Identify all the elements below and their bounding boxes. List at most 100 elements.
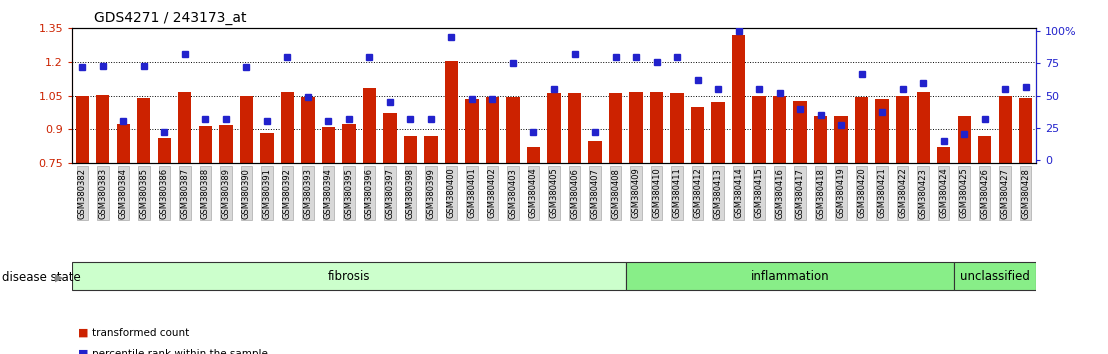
Text: GSM380385: GSM380385 xyxy=(140,168,148,219)
FancyBboxPatch shape xyxy=(72,262,626,290)
Text: GSM380389: GSM380389 xyxy=(222,168,230,219)
Bar xyxy=(178,92,192,163)
Bar xyxy=(444,61,458,163)
Bar xyxy=(711,102,725,163)
Text: GSM380411: GSM380411 xyxy=(673,168,681,218)
Text: GSM380390: GSM380390 xyxy=(242,168,250,218)
Text: GSM380413: GSM380413 xyxy=(714,168,722,218)
Bar xyxy=(465,99,479,163)
Text: GSM380427: GSM380427 xyxy=(1001,168,1009,218)
Text: disease state: disease state xyxy=(2,272,81,284)
Text: GSM380416: GSM380416 xyxy=(776,168,784,218)
Text: GSM380414: GSM380414 xyxy=(735,168,743,218)
Text: GSM380391: GSM380391 xyxy=(263,168,271,218)
Bar xyxy=(403,136,417,163)
Bar xyxy=(280,92,294,163)
Bar xyxy=(219,125,233,163)
Bar xyxy=(301,97,315,163)
Text: fibrosis: fibrosis xyxy=(328,270,370,282)
Bar xyxy=(609,93,623,163)
Bar xyxy=(998,96,1012,163)
Text: GSM380417: GSM380417 xyxy=(796,168,804,218)
Text: GSM380420: GSM380420 xyxy=(858,168,866,218)
Text: GSM380402: GSM380402 xyxy=(488,168,497,218)
Bar xyxy=(362,88,376,163)
Text: GSM380415: GSM380415 xyxy=(755,168,763,218)
Bar xyxy=(485,97,499,163)
Bar xyxy=(916,92,930,163)
Bar xyxy=(1019,98,1033,163)
Text: GSM380409: GSM380409 xyxy=(632,168,640,218)
Bar xyxy=(691,107,705,163)
Text: GSM380401: GSM380401 xyxy=(468,168,476,218)
Text: inflammation: inflammation xyxy=(750,270,829,282)
Bar xyxy=(896,96,910,163)
Text: GSM380392: GSM380392 xyxy=(283,168,291,218)
Text: GSM380395: GSM380395 xyxy=(345,168,353,218)
Text: GDS4271 / 243173_at: GDS4271 / 243173_at xyxy=(94,11,247,25)
Text: GSM380383: GSM380383 xyxy=(99,168,107,219)
Text: GSM380384: GSM380384 xyxy=(119,168,127,219)
Bar xyxy=(650,92,664,163)
Bar xyxy=(670,93,684,163)
FancyBboxPatch shape xyxy=(954,262,1036,290)
Bar xyxy=(567,93,582,163)
Text: GSM380412: GSM380412 xyxy=(694,168,702,218)
Bar xyxy=(752,96,766,163)
Text: unclassified: unclassified xyxy=(960,270,1030,282)
Text: GSM380428: GSM380428 xyxy=(1022,168,1030,218)
Bar xyxy=(855,97,869,163)
Bar xyxy=(116,124,130,163)
Bar xyxy=(198,126,212,163)
Text: GSM380394: GSM380394 xyxy=(324,168,332,218)
Text: GSM380397: GSM380397 xyxy=(386,168,394,219)
Text: ■: ■ xyxy=(78,328,88,338)
Text: GSM380406: GSM380406 xyxy=(570,168,579,218)
FancyBboxPatch shape xyxy=(626,262,954,290)
Text: GSM380422: GSM380422 xyxy=(899,168,907,218)
Text: GSM380393: GSM380393 xyxy=(304,168,312,219)
Text: GSM380424: GSM380424 xyxy=(940,168,948,218)
Text: GSM380407: GSM380407 xyxy=(591,168,599,218)
Text: GSM380382: GSM380382 xyxy=(78,168,86,219)
Text: GSM380408: GSM380408 xyxy=(611,168,620,218)
Bar xyxy=(814,116,828,163)
Bar xyxy=(383,113,397,163)
Bar xyxy=(75,96,89,163)
Bar xyxy=(732,35,746,163)
Text: ▶: ▶ xyxy=(54,273,63,283)
Bar xyxy=(526,147,541,163)
Bar xyxy=(260,133,274,163)
Bar xyxy=(424,136,438,163)
Text: GSM380418: GSM380418 xyxy=(817,168,825,218)
Bar xyxy=(957,116,971,163)
Text: GSM380399: GSM380399 xyxy=(427,168,435,218)
Bar xyxy=(875,99,889,163)
Text: GSM380403: GSM380403 xyxy=(509,168,517,218)
Text: GSM380386: GSM380386 xyxy=(160,168,168,219)
Bar xyxy=(793,101,807,163)
Bar xyxy=(506,97,520,163)
Text: GSM380426: GSM380426 xyxy=(981,168,989,218)
Bar xyxy=(321,127,335,163)
Text: GSM380400: GSM380400 xyxy=(447,168,456,218)
Text: GSM380398: GSM380398 xyxy=(406,168,414,219)
Bar xyxy=(547,93,561,163)
Bar xyxy=(834,116,848,163)
Text: GSM380421: GSM380421 xyxy=(878,168,886,218)
Text: percentile rank within the sample: percentile rank within the sample xyxy=(92,349,268,354)
Text: GSM380410: GSM380410 xyxy=(652,168,661,218)
Text: GSM380419: GSM380419 xyxy=(837,168,845,218)
Text: ■: ■ xyxy=(78,349,88,354)
Text: GSM380404: GSM380404 xyxy=(529,168,538,218)
Bar xyxy=(978,136,992,163)
Text: GSM380388: GSM380388 xyxy=(201,168,209,219)
Text: GSM380387: GSM380387 xyxy=(181,168,189,219)
Bar xyxy=(773,96,787,163)
Text: GSM380405: GSM380405 xyxy=(550,168,558,218)
Text: GSM380423: GSM380423 xyxy=(919,168,927,218)
Bar xyxy=(96,95,110,163)
Text: transformed count: transformed count xyxy=(92,328,189,338)
Bar xyxy=(342,124,356,163)
Bar xyxy=(629,92,643,163)
